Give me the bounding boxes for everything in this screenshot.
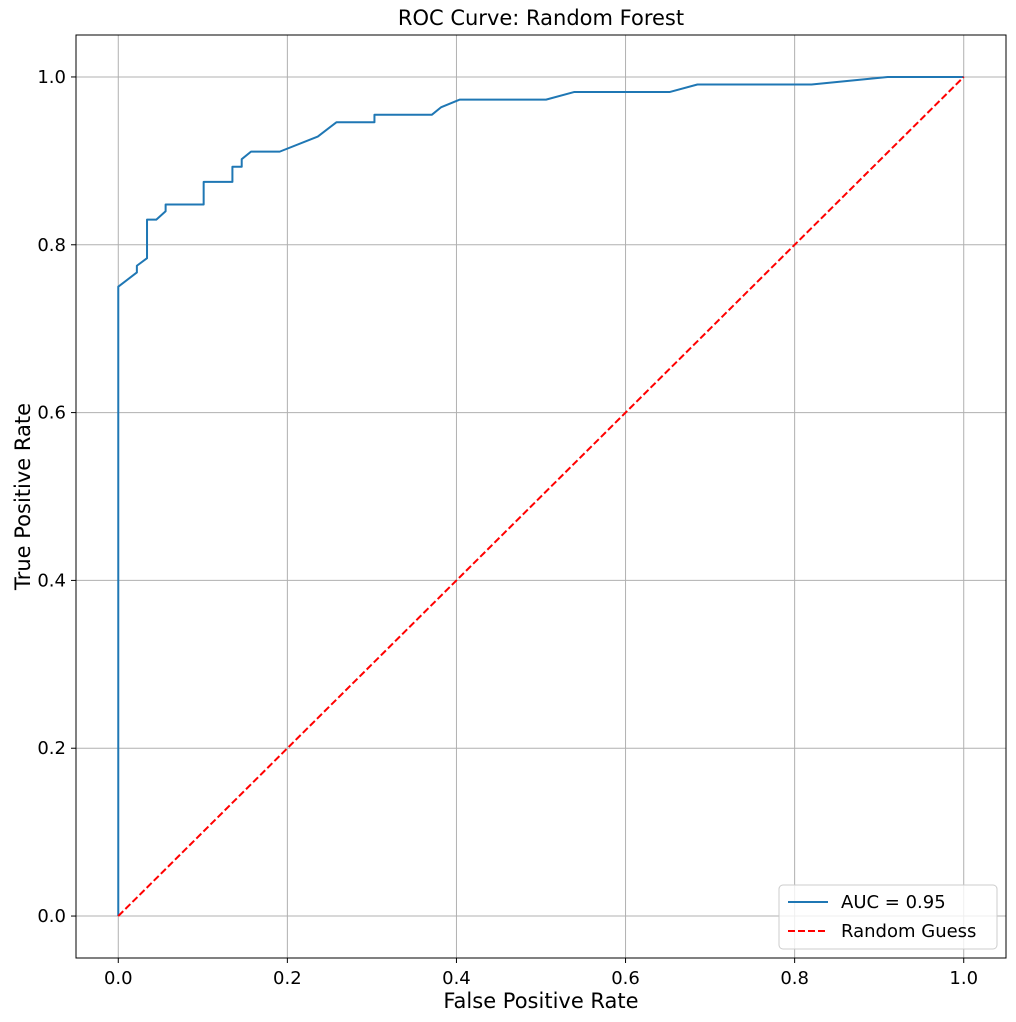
y-axis-label: True Positive Rate (11, 403, 35, 591)
series-layer (117, 75, 965, 917)
x-axis-label: False Positive Rate (443, 989, 638, 1013)
legend: AUC = 0.95 Random Guess (778, 884, 998, 950)
y-tick-label: 0.4 (37, 570, 66, 591)
grid (76, 35, 1006, 958)
y-tick-label: 1.0 (37, 67, 66, 88)
roc-curve-line (117, 75, 964, 917)
y-tick-label: 0.2 (37, 738, 66, 759)
x-tick-label: 0.4 (442, 968, 471, 989)
y-tick-label: 0.0 (37, 906, 66, 927)
x-tick-label: 0.0 (104, 968, 133, 989)
x-tick-label: 0.2 (273, 968, 302, 989)
legend-label-roc: AUC = 0.95 (841, 892, 946, 913)
chart-title: ROC Curve: Random Forest (398, 6, 684, 30)
y-tick-label: 0.6 (37, 403, 66, 424)
x-tick-label: 1.0 (949, 968, 978, 989)
random-guess-line (117, 76, 965, 917)
legend-label-random-guess: Random Guess (841, 921, 976, 942)
x-tick-label: 0.6 (611, 968, 640, 989)
plot-frame (75, 34, 1007, 959)
y-tick-label: 0.8 (37, 235, 66, 256)
x-tick-label: 0.8 (780, 968, 809, 989)
legend-box (778, 884, 998, 950)
ticks: 0.0 0.2 0.4 0.6 0.8 1.0 0.0 0.2 0.4 0.6 0.8 1.0 (37, 67, 978, 989)
